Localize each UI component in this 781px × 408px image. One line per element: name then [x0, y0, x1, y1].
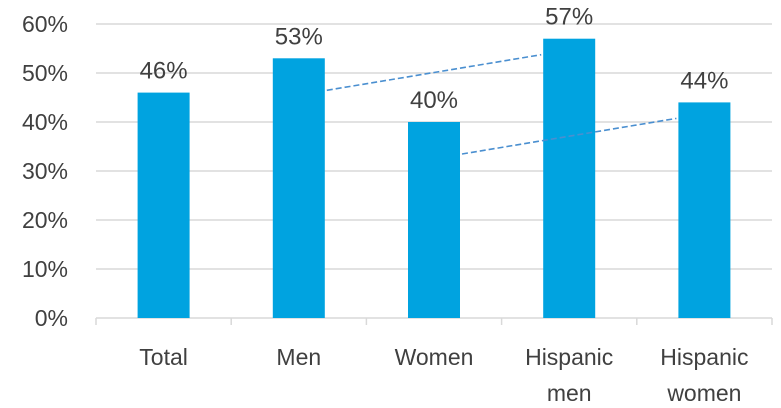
- category-label: Men: [276, 344, 321, 370]
- data-label: 57%: [545, 4, 593, 31]
- y-tick-label: 30%: [22, 158, 68, 184]
- y-axis-tick-labels: 0% 10% 20% 30% 40% 50% 60%: [22, 11, 68, 331]
- data-labels: 46% 53% 40% 57% 44%: [140, 4, 729, 114]
- bar: [272, 58, 325, 319]
- data-label: 46%: [140, 58, 188, 85]
- bar: [678, 102, 731, 319]
- y-tick-label: 50%: [22, 60, 68, 86]
- data-label: 40%: [410, 87, 458, 114]
- connector-line: [326, 53, 542, 92]
- bars: [137, 38, 731, 319]
- y-tick-label: 40%: [22, 109, 68, 135]
- bar: [543, 38, 596, 318]
- category-label: Hispanic: [525, 344, 613, 370]
- connector-lines: [326, 53, 677, 155]
- category-label: Total: [139, 344, 188, 370]
- y-tick-label: 20%: [22, 207, 68, 233]
- category-labels: Total Men Women Hispanic men Hispanic women: [139, 344, 748, 406]
- bar: [408, 122, 460, 318]
- bar: [137, 92, 190, 318]
- category-label: Hispanic: [660, 344, 748, 370]
- y-tick-label: 10%: [22, 256, 68, 282]
- category-label: men: [547, 380, 592, 406]
- category-label: Women: [395, 344, 474, 370]
- category-label: women: [666, 380, 741, 406]
- connector-line: [461, 117, 677, 155]
- data-label: 44%: [680, 67, 728, 94]
- y-tick-label: 60%: [22, 11, 68, 37]
- x-axis-tick-marks: [95, 318, 773, 325]
- data-label: 53%: [275, 23, 323, 50]
- y-tick-label: 0%: [35, 305, 68, 331]
